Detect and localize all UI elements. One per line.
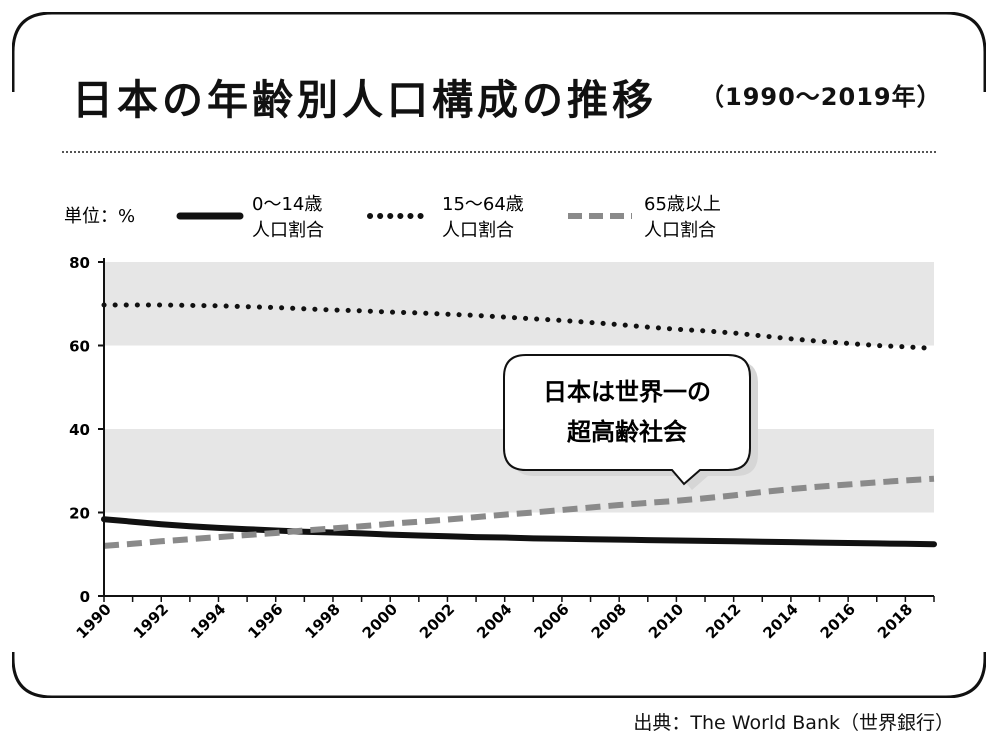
title-divider [62,151,936,153]
y-tick-label: 0 [80,588,90,606]
chart-subtitle: （1990～2019年） [700,83,942,111]
callout-bubble: 日本は世界一の 超高齢社会 [503,354,758,490]
x-tick-label: 2002 [416,600,458,642]
callout-line-2: 超高齢社会 [567,418,687,446]
y-tick-label: 60 [69,338,90,356]
legend-label-15-64-line2: 人口割合 [442,220,514,241]
x-tick-label: 1998 [302,600,344,642]
legend-label-65plus-line1: 65歳以上 [644,194,721,215]
legend-label-0-14-line1: 0～14歳 [252,194,322,215]
chart-frame [12,12,986,698]
chart-title: 日本の年齢別人口構成の推移 [72,76,657,124]
unit-label: 単位：% [64,206,135,227]
callout-line-1: 日本は世界一の [543,378,711,406]
x-tick-label: 1992 [130,600,172,642]
x-tick-label: 1996 [244,600,286,642]
x-tick-label: 2000 [359,600,401,642]
x-tick-label: 2012 [702,600,744,642]
source-note: 出典：The World Bank（世界銀行） [633,712,954,734]
legend-label-15-64-line1: 15～64歳 [442,194,524,215]
x-tick-label: 2010 [645,600,687,642]
x-tick-label: 2016 [817,600,859,642]
grid-band-1 [104,262,934,346]
series-line-65plus [103,475,935,549]
x-tick-label: 2004 [473,600,515,642]
x-tick-label: 2018 [874,600,916,642]
x-tick-label: 1994 [187,600,229,642]
x-tick-label: 1990 [73,600,115,642]
y-tick-label: 20 [69,505,90,523]
x-tick-label: 2014 [759,600,801,642]
x-tick-label: 2006 [531,600,573,642]
y-tick-label: 80 [69,254,90,272]
legend-label-65plus-line2: 人口割合 [644,220,716,241]
y-tick-label: 40 [69,421,90,439]
x-tick-label: 2008 [588,600,630,642]
legend-label-0-14-line2: 人口割合 [252,220,324,241]
series-line-0-14 [101,516,937,548]
